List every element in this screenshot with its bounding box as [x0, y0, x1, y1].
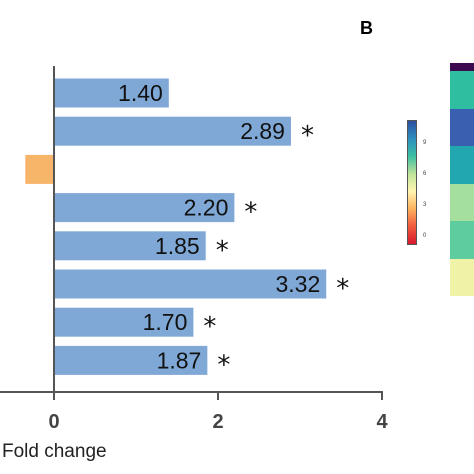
- significance-star: *: [203, 312, 216, 342]
- x-tick-label: 4: [376, 411, 388, 433]
- x-axis-label: Fold change: [2, 441, 107, 462]
- colorbar: [407, 120, 417, 245]
- bar-2: [25, 154, 54, 184]
- significance-star: *: [244, 198, 257, 228]
- colorbar-tick-label: 6: [423, 171, 427, 177]
- bars-layer: 1.402.89 *2.20 *1.85 *3.32 *1.70 *1.87 *: [25, 78, 349, 380]
- bar-value-label: 2.89: [240, 118, 285, 144]
- significance-star: *: [301, 121, 314, 151]
- x-tick-label: 2: [212, 411, 223, 433]
- bar-value-label: 3.32: [275, 271, 320, 297]
- significance-star: *: [336, 274, 349, 304]
- colorbar-tick-label: 0: [423, 233, 427, 239]
- bar-value-label: 2.20: [184, 195, 229, 221]
- significance-star: *: [217, 350, 230, 380]
- bar-1: [54, 116, 291, 146]
- bar-6: [54, 307, 194, 337]
- heatmap-strip: [450, 63, 474, 296]
- bar-5: [54, 269, 327, 299]
- heatmap-top-bar: [450, 63, 474, 71]
- heatmap-cell: [450, 183, 474, 221]
- colorbar-tick-label: 9: [423, 140, 427, 146]
- heatmap-cell: [450, 71, 474, 109]
- heatmap-cell: [450, 108, 474, 146]
- bar-value-label: 1.40: [118, 80, 163, 106]
- bar-7: [54, 345, 208, 375]
- bar-0: [54, 78, 169, 108]
- bar-value-label: 1.87: [157, 347, 202, 373]
- heatmap-cell: [450, 221, 474, 259]
- x-tick-label: 0: [48, 411, 59, 433]
- bar-4: [54, 231, 206, 261]
- heatmap-cell: [450, 258, 474, 296]
- heatmap-cell: [450, 146, 474, 184]
- bar-value-label: 1.85: [155, 233, 200, 259]
- panel-label: B: [360, 18, 373, 38]
- x-ticks: 0 2 4: [48, 392, 388, 433]
- significance-star: *: [216, 236, 229, 266]
- bar-value-label: 1.70: [143, 309, 188, 335]
- colorbar-tick-label: 3: [423, 202, 427, 208]
- bar-3: [54, 193, 235, 223]
